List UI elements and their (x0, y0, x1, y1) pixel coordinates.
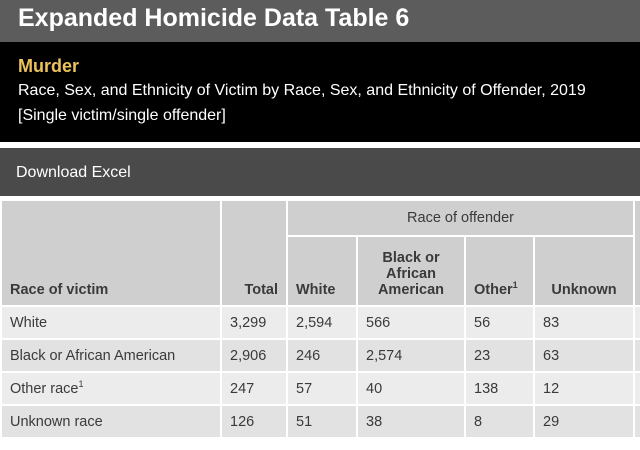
cell-total: 3,299 (220, 305, 288, 340)
subject-heading: Murder (18, 56, 80, 76)
col-header-overflow (633, 199, 640, 307)
table-row: Black or African American 2,906 246 2,57… (0, 338, 640, 373)
table-row: Unknown race 126 51 38 8 29 (0, 404, 640, 439)
cell-overflow (633, 338, 640, 373)
col-group-race-of-offender: Race of offender (285, 199, 636, 237)
cell-other: 23 (464, 338, 535, 373)
cell-unknown: 63 (532, 338, 636, 373)
row-label: White (0, 305, 222, 340)
download-bar: Download Excel (0, 148, 640, 196)
page-title: Expanded Homicide Data Table 6 (18, 4, 410, 32)
cell-other: 8 (464, 404, 535, 439)
col-header-total: Total (220, 199, 288, 307)
cell-unknown: 29 (532, 404, 636, 439)
row-label: Black or African American (0, 338, 222, 373)
col-header-other: Other1 (464, 235, 535, 307)
table-note: [Single victim/single offender] (18, 107, 226, 124)
cell-other: 138 (464, 371, 535, 406)
cell-black: 40 (356, 371, 466, 406)
cell-unknown: 12 (532, 371, 636, 406)
cell-overflow (633, 404, 640, 439)
cell-black: 566 (356, 305, 466, 340)
col-header-unknown: Unknown (532, 235, 636, 307)
cell-white: 51 (286, 404, 358, 439)
cell-overflow (633, 305, 640, 340)
table-row: White 3,299 2,594 566 56 83 (0, 305, 640, 340)
col-header-race-of-victim: Race of victim (0, 199, 222, 307)
cell-total: 2,906 (220, 338, 288, 373)
col-header-white: White (286, 235, 358, 307)
cell-black: 2,574 (356, 338, 466, 373)
cell-white: 57 (286, 371, 358, 406)
col-header-black-or-african-american: Black or African American (356, 235, 466, 307)
cell-total: 126 (220, 404, 288, 439)
data-table-container[interactable]: Race of victim Total Race of offender Wh… (0, 199, 640, 450)
table-header-panel: Murder Race, Sex, and Ethnicity of Victi… (0, 42, 640, 142)
row-label: Other race1 (0, 371, 222, 406)
cell-unknown: 83 (532, 305, 636, 340)
table-row: Other race1 247 57 40 138 12 (0, 371, 640, 406)
cell-overflow (633, 371, 640, 406)
cell-white: 246 (286, 338, 358, 373)
cell-white: 2,594 (286, 305, 358, 340)
download-excel-link[interactable]: Download Excel (16, 164, 131, 181)
cell-black: 38 (356, 404, 466, 439)
data-table: Race of victim Total Race of offender Wh… (0, 199, 640, 439)
row-label: Unknown race (0, 404, 222, 439)
title-bar: Expanded Homicide Data Table 6 (0, 0, 640, 42)
cell-total: 247 (220, 371, 288, 406)
cell-other: 56 (464, 305, 535, 340)
table-description: Race, Sex, and Ethnicity of Victim by Ra… (18, 82, 586, 99)
